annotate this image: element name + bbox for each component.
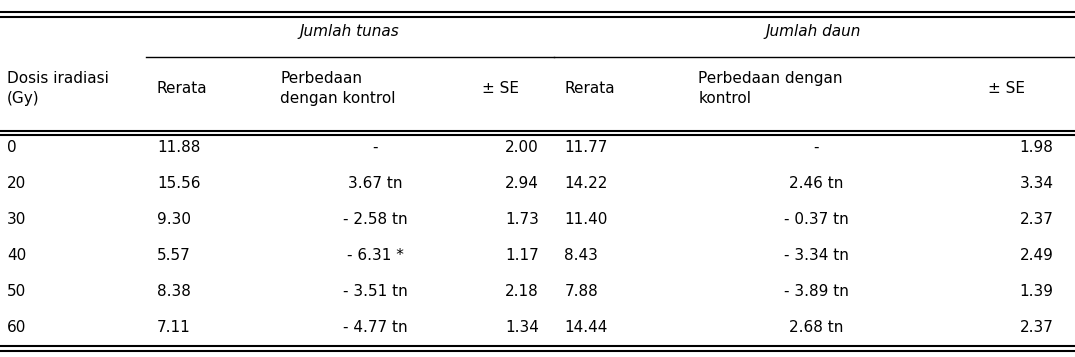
Text: 1.17: 1.17: [505, 248, 539, 263]
Text: 7.88: 7.88: [564, 283, 598, 298]
Text: - 6.31 *: - 6.31 *: [346, 248, 403, 263]
Text: -: -: [814, 140, 819, 155]
Text: 40: 40: [6, 248, 26, 263]
Text: Perbedaan dengan
kontrol: Perbedaan dengan kontrol: [699, 71, 843, 106]
Text: 11.77: 11.77: [564, 140, 607, 155]
Text: 1.34: 1.34: [505, 320, 539, 335]
Text: 2.46 tn: 2.46 tn: [789, 176, 844, 191]
Text: Jumlah daun: Jumlah daun: [765, 25, 861, 40]
Text: 2.37: 2.37: [1019, 212, 1054, 227]
Text: 11.40: 11.40: [564, 212, 607, 227]
Text: Rerata: Rerata: [157, 81, 207, 96]
Text: 30: 30: [6, 212, 26, 227]
Text: 2.49: 2.49: [1019, 248, 1054, 263]
Text: - 3.51 tn: - 3.51 tn: [343, 283, 407, 298]
Text: 3.67 tn: 3.67 tn: [348, 176, 402, 191]
Text: 9.30: 9.30: [157, 212, 191, 227]
Text: 8.43: 8.43: [564, 248, 598, 263]
Text: -: -: [372, 140, 377, 155]
Text: Jumlah tunas: Jumlah tunas: [300, 25, 400, 40]
Text: - 3.89 tn: - 3.89 tn: [784, 283, 849, 298]
Text: - 3.34 tn: - 3.34 tn: [784, 248, 849, 263]
Text: Perbedaan
dengan kontrol: Perbedaan dengan kontrol: [281, 71, 396, 106]
Text: 11.88: 11.88: [157, 140, 200, 155]
Text: 2.00: 2.00: [505, 140, 539, 155]
Text: 2.94: 2.94: [505, 176, 539, 191]
Text: 3.34: 3.34: [1019, 176, 1054, 191]
Text: 50: 50: [6, 283, 26, 298]
Text: 14.22: 14.22: [564, 176, 607, 191]
Text: 7.11: 7.11: [157, 320, 190, 335]
Text: 0: 0: [6, 140, 16, 155]
Text: - 0.37 tn: - 0.37 tn: [784, 212, 848, 227]
Text: 15.56: 15.56: [157, 176, 200, 191]
Text: 8.38: 8.38: [157, 283, 190, 298]
Text: - 4.77 tn: - 4.77 tn: [343, 320, 407, 335]
Text: 5.57: 5.57: [157, 248, 190, 263]
Text: Rerata: Rerata: [564, 81, 615, 96]
Text: 2.18: 2.18: [505, 283, 539, 298]
Text: - 2.58 tn: - 2.58 tn: [343, 212, 407, 227]
Text: Dosis iradiasi
(Gy): Dosis iradiasi (Gy): [6, 71, 109, 106]
Text: 60: 60: [6, 320, 26, 335]
Text: 1.73: 1.73: [505, 212, 539, 227]
Text: 1.39: 1.39: [1019, 283, 1054, 298]
Text: 14.44: 14.44: [564, 320, 607, 335]
Text: ± SE: ± SE: [482, 81, 519, 96]
Text: 2.37: 2.37: [1019, 320, 1054, 335]
Text: 2.68 tn: 2.68 tn: [789, 320, 844, 335]
Text: 20: 20: [6, 176, 26, 191]
Text: 1.98: 1.98: [1019, 140, 1054, 155]
Text: ± SE: ± SE: [988, 81, 1026, 96]
